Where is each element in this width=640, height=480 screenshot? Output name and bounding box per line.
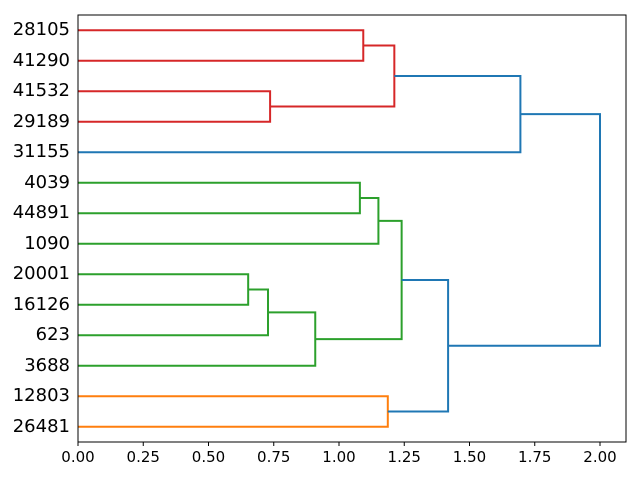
dendrogram-link-M4 bbox=[78, 197, 380, 245]
x-tick-label: 1.75 bbox=[518, 448, 552, 466]
x-tick-label: 2.00 bbox=[583, 448, 617, 466]
dendrogram-link-M12 bbox=[448, 113, 601, 347]
dendrogram-link-M0 bbox=[78, 29, 365, 62]
x-tick-label: 1.25 bbox=[387, 448, 421, 466]
x-tick-label: 0.50 bbox=[191, 448, 226, 466]
dendrogram-link-M5 bbox=[78, 273, 250, 306]
leaf-label: 31155 bbox=[12, 141, 70, 163]
leaf-label: 3688 bbox=[24, 354, 70, 376]
leaf-label: 44891 bbox=[12, 202, 70, 224]
leaf-label: 26481 bbox=[12, 415, 70, 437]
dendrogram-link-M10 bbox=[78, 75, 522, 154]
leaf-label: 28105 bbox=[12, 19, 70, 41]
x-tick-label: 0.75 bbox=[257, 448, 291, 466]
dendrogram-link-M1 bbox=[78, 90, 272, 123]
dendrogram-link-M7 bbox=[78, 311, 317, 367]
leaf-label: 4039 bbox=[24, 171, 70, 193]
dendrogram-link-M2 bbox=[270, 44, 396, 108]
dendrogram-link-M11 bbox=[387, 278, 450, 413]
leaf-label: 12803 bbox=[12, 385, 70, 407]
dendrogram-link-M9 bbox=[78, 395, 389, 428]
leaf-label: 16126 bbox=[12, 293, 70, 315]
dendrogram-link-M8 bbox=[315, 219, 403, 341]
leaf-label: 20001 bbox=[12, 263, 70, 285]
x-tick-label: 1.00 bbox=[322, 448, 356, 466]
leaf-label: 623 bbox=[35, 324, 70, 346]
x-tick-label: 0.00 bbox=[61, 448, 95, 466]
leaf-label: 29189 bbox=[12, 110, 70, 132]
plot-frame bbox=[77, 14, 627, 443]
x-tick-label: 0.25 bbox=[126, 448, 160, 466]
dendrogram-link-M6 bbox=[78, 288, 270, 337]
dendrogram-link-M3 bbox=[78, 181, 361, 215]
leaf-label: 41532 bbox=[12, 80, 70, 102]
x-tick-label: 1.50 bbox=[452, 448, 487, 466]
leaf-label: 1090 bbox=[24, 232, 70, 254]
leaf-label: 41290 bbox=[12, 49, 70, 71]
